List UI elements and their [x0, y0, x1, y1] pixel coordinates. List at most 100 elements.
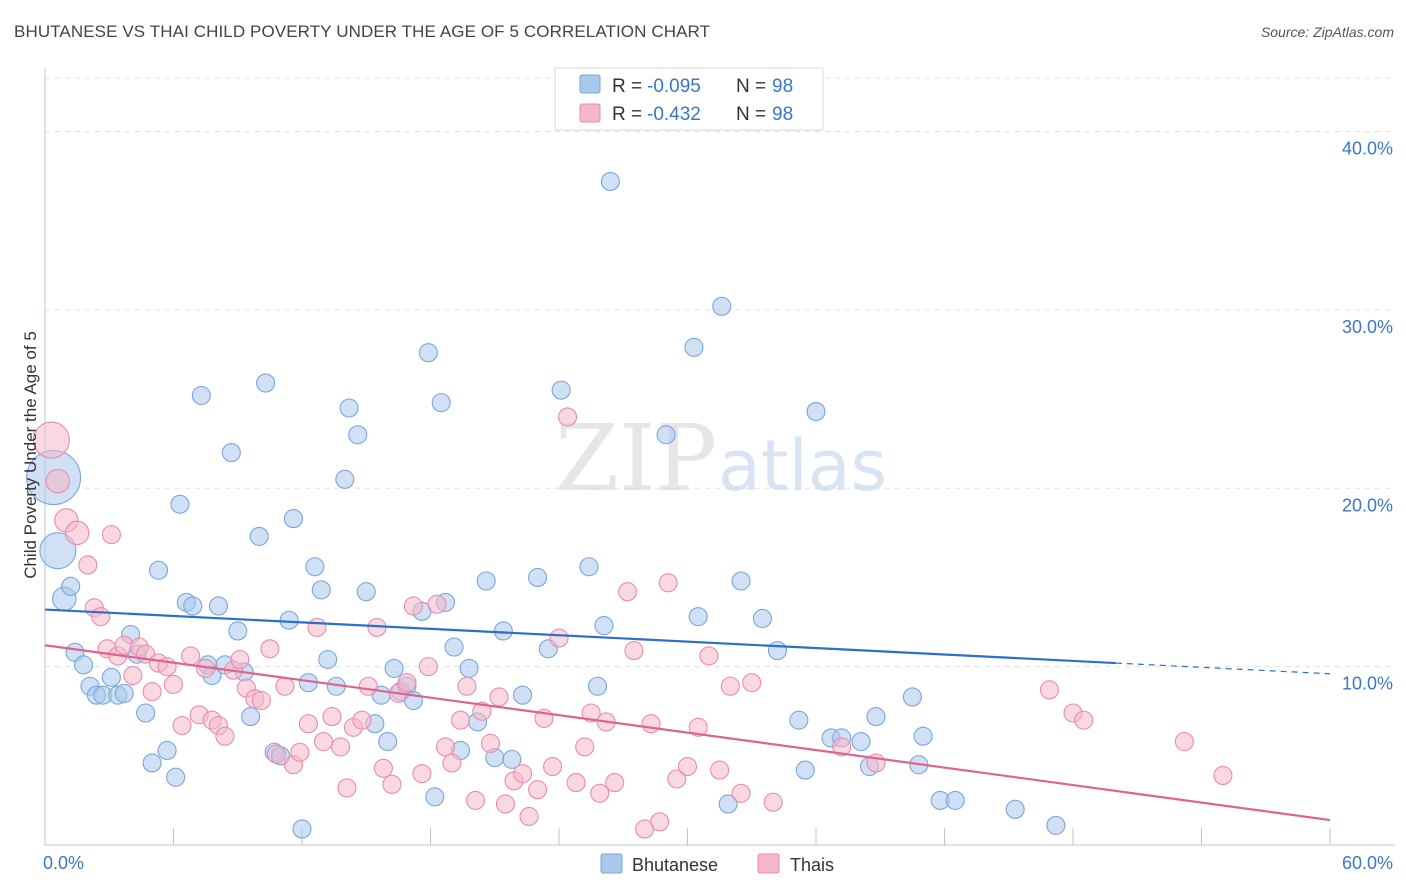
bhutanese-point-9: [101, 667, 121, 687]
thais-point-14: [142, 682, 162, 702]
bhutanese-point-74: [600, 171, 620, 192]
chart-title: BHUTANESE VS THAI CHILD POVERTY UNDER TH…: [14, 22, 711, 41]
thais-point-80: [650, 812, 670, 832]
thais-point-87: [720, 676, 740, 696]
bhutanese-point-28: [228, 621, 248, 641]
thais-point-52: [427, 594, 447, 614]
bhutanese-point-82: [767, 641, 788, 661]
bhutanese-trend-extension: [1115, 662, 1331, 675]
thais-point-54: [442, 753, 462, 773]
thais-point-46: [382, 774, 402, 794]
bhutanese-point-90: [866, 707, 886, 727]
bhutanese-point-79: [718, 794, 738, 814]
bhutanese-point-66: [502, 749, 522, 769]
stats-r-value-pink: -0.432: [647, 104, 701, 125]
bhutanese-point-22: [191, 385, 211, 406]
bhutanese-point-21: [183, 596, 203, 616]
thais-point-76: [617, 582, 638, 602]
thais-point-91: [832, 737, 852, 757]
thais-point-42: [352, 710, 372, 730]
series-legend: Bhutanese Thais: [600, 853, 834, 875]
thais-point-51: [418, 657, 438, 677]
thais-point-11: [123, 665, 143, 686]
thais-point-6: [91, 607, 111, 627]
thais-point-8: [101, 525, 121, 545]
bhutanese-point-63: [476, 571, 496, 591]
thais-point-86: [710, 760, 730, 780]
bhutanese-point-43: [335, 469, 355, 489]
thais-point-97: [1213, 765, 1233, 785]
bhutanese-point-41: [318, 649, 338, 670]
bhutanese-point-75: [656, 425, 676, 445]
y-tick-label-0: 10.0%: [1342, 674, 1393, 694]
thais-point-24: [215, 726, 235, 746]
thais-point-77: [624, 641, 644, 661]
thais-point-73: [590, 783, 610, 803]
stats-r-label-blue: R =: [612, 76, 642, 97]
bhutanese-point-46: [356, 582, 376, 602]
thais-point-60: [489, 687, 509, 707]
stats-legend-swatch-blue: [579, 74, 601, 94]
thais-point-48: [397, 673, 417, 693]
trend-lines: [44, 608, 1331, 822]
bhutanese-point-55: [418, 343, 438, 363]
bhutanese-point-3: [61, 576, 81, 596]
thais-point-84: [688, 717, 708, 737]
bhutanese-point-78: [712, 296, 732, 316]
bhutanese-point-32: [256, 373, 276, 393]
bhutanese-point-92: [913, 726, 933, 746]
bhutanese-point-25: [208, 596, 229, 616]
bhutanese-point-80: [731, 571, 751, 591]
thais-point-88: [731, 783, 751, 803]
thais-point-29: [251, 690, 271, 711]
bhutanese-point-40: [311, 580, 331, 600]
bhutanese-point-44: [339, 398, 359, 418]
watermark-zip: ZIP: [555, 405, 717, 512]
bhutanese-point-61: [459, 658, 479, 678]
thais-point-39: [330, 737, 351, 757]
thais-point-49: [403, 596, 423, 616]
thais-point-35: [298, 714, 318, 734]
tick-labels: 10.0% 20.0% 30.0% 40.0% 0.0% 60.0%: [43, 139, 1393, 873]
bhutanese-point-19: [170, 494, 190, 514]
thais-point-32: [275, 676, 295, 696]
thais-point-4: [78, 555, 98, 575]
thais-point-59: [480, 733, 501, 753]
bhutanese-point-91: [902, 687, 922, 707]
bhutanese-point-59: [444, 637, 464, 657]
legend-label-thais: Thais: [790, 855, 834, 875]
y-tick-label-2: 30.0%: [1342, 317, 1393, 337]
stats-n-label-blue: N =: [736, 76, 766, 97]
source-label: Source: ZipAtlas.com: [1260, 24, 1394, 40]
y-axis-label: Child Poverty Under the Age of 5: [21, 331, 40, 579]
stats-legend-swatch-pink: [579, 103, 601, 123]
thais-point-19: [181, 646, 201, 666]
y-tick-label-3: 40.0%: [1342, 139, 1393, 159]
thais-point-53: [435, 737, 456, 757]
thais-point-93: [1039, 680, 1059, 700]
thais-point-79: [641, 714, 661, 734]
bhutanese-point-15: [142, 753, 162, 773]
bhutanese-point-71: [579, 557, 599, 577]
legend-swatch-bhutanese: [600, 853, 623, 874]
bhutanese-point-57: [431, 393, 451, 413]
thais-point-1: [45, 468, 71, 494]
bhutanese-point-76: [684, 337, 704, 357]
thais-point-96: [1174, 731, 1194, 752]
bhutanese-point-68: [528, 567, 548, 587]
bhutanese-point-36: [283, 509, 303, 529]
thais-point-50: [412, 764, 432, 784]
stats-legend: R = -0.095 N = 98 R = -0.432 N = 98: [554, 67, 824, 131]
thais-point-31: [266, 744, 286, 764]
thais-point-71: [575, 737, 595, 757]
thais-point-3: [64, 520, 90, 546]
thais-point-70: [566, 773, 586, 793]
thais-point-68: [549, 628, 569, 648]
thais-point-38: [322, 707, 342, 727]
thais-point-56: [457, 676, 477, 696]
thais-point-17: [163, 674, 184, 695]
thais-point-40: [337, 778, 357, 798]
bhutanese-point-1: [39, 532, 77, 570]
thais-point-85: [699, 646, 719, 666]
